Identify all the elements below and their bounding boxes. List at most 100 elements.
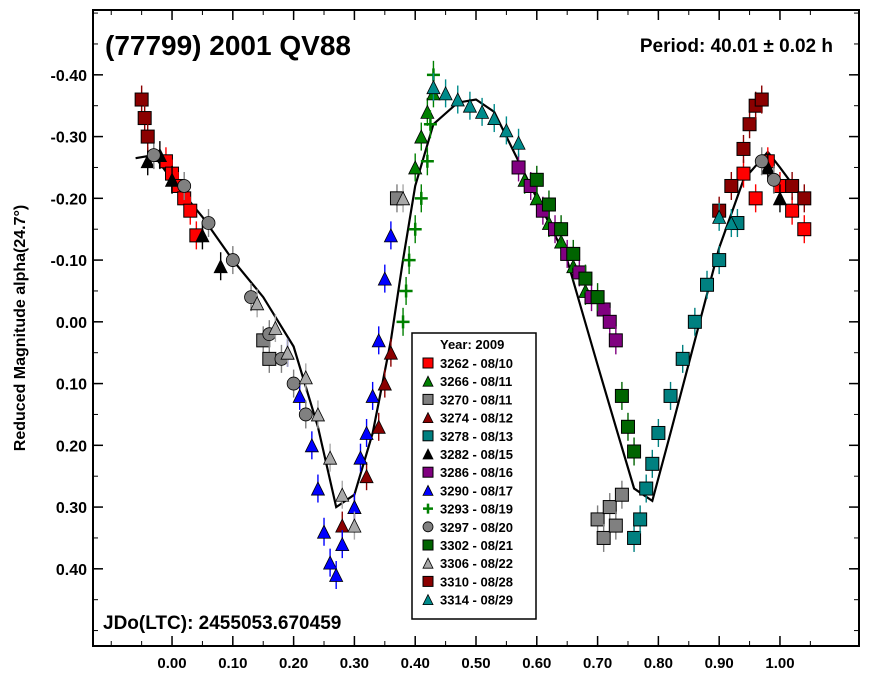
- data-point: [408, 160, 423, 175]
- data-point: [225, 253, 240, 267]
- data-point: [633, 512, 648, 527]
- legend-label: 3282 - 08/15: [440, 447, 513, 462]
- data-point: [298, 370, 313, 385]
- y-tick-label: 0.20: [56, 438, 87, 455]
- y-axis-label: Reduced Magnitude alpha(24.7°): [12, 205, 29, 451]
- data-point: [748, 191, 763, 206]
- legend-items: 3262 - 08/10 3266 - 08/11 3270 - 08/11 3274…: [422, 356, 513, 608]
- data-point: [249, 295, 265, 311]
- x-tick-label: 0.30: [340, 655, 369, 672]
- legend-marker: [422, 430, 434, 442]
- y-tick-label: 0.00: [56, 315, 87, 332]
- data-point: [511, 160, 526, 175]
- data-point: [377, 271, 392, 286]
- y-tick-label: 0.40: [56, 562, 87, 579]
- data-point: [596, 302, 611, 317]
- legend-marker: [422, 393, 434, 405]
- data-point: [712, 253, 727, 268]
- data-point: [420, 154, 434, 168]
- data-point: [724, 178, 739, 193]
- data-point: [639, 481, 654, 496]
- data-point: [316, 524, 332, 539]
- data-point: [304, 437, 320, 453]
- legend-marker: [422, 484, 434, 496]
- data-point: [785, 203, 800, 218]
- data-point: [590, 290, 605, 305]
- data-point: [322, 450, 338, 465]
- legend-marker: [422, 375, 434, 387]
- chart-title: (77799) 2001 QV88: [105, 30, 351, 61]
- data-point: [675, 351, 690, 366]
- legend-marker: [422, 521, 434, 533]
- series-3270: [256, 184, 629, 552]
- data-point: [627, 444, 642, 459]
- data-point: [164, 172, 180, 187]
- legend-label: 3297 - 08/20: [440, 520, 513, 535]
- data-point: [140, 129, 155, 144]
- data-point: [329, 567, 344, 582]
- y-tick-label: -0.10: [51, 253, 88, 270]
- data-point: [772, 190, 788, 206]
- x-tick-label: 0.00: [157, 655, 186, 672]
- data-point: [651, 425, 666, 440]
- legend-marker: [422, 593, 434, 605]
- data-point: [426, 79, 441, 95]
- series-3278: [627, 209, 745, 552]
- data-point: [578, 271, 593, 286]
- data-point: [201, 216, 216, 230]
- x-tick-label: 1.00: [765, 655, 794, 672]
- data-point: [414, 191, 428, 205]
- legend-marker: [422, 575, 434, 587]
- y-tick-label: 0.10: [56, 377, 87, 394]
- data-point: [627, 530, 642, 545]
- data-point: [137, 111, 152, 126]
- data-point: [663, 388, 678, 403]
- x-tick-label: 0.40: [401, 655, 430, 672]
- x-tick-label: 0.50: [461, 655, 490, 672]
- data-point: [347, 518, 362, 533]
- data-point: [797, 222, 812, 237]
- legend: Year: 2009 3262 - 08/10 3266 - 08/11 3270 …: [411, 332, 537, 620]
- legend-label: 3306 - 08/22: [440, 556, 513, 571]
- data-point: [377, 376, 392, 391]
- data-point: [335, 536, 350, 552]
- legend-label: 3262 - 08/10: [440, 356, 513, 371]
- data-point: [785, 178, 800, 193]
- data-point: [474, 104, 490, 119]
- data-point: [310, 481, 326, 496]
- data-point: [438, 85, 453, 101]
- data-point: [499, 123, 514, 138]
- legend-label: 3310 - 08/28: [440, 574, 513, 589]
- x-tick-label: 0.60: [522, 655, 551, 672]
- period-label: Period: 40.01 ± 0.02 h: [640, 36, 833, 57]
- data-point: [310, 407, 326, 422]
- data-point: [359, 425, 374, 440]
- data-point: [335, 487, 350, 502]
- data-point: [566, 246, 581, 261]
- legend-label: 3290 - 08/17: [440, 483, 513, 498]
- data-point: [614, 388, 629, 403]
- legend-label: 3278 - 08/13: [440, 429, 513, 444]
- data-point: [450, 92, 465, 107]
- data-point: [590, 512, 605, 527]
- epoch-label: JDo(LTC): 2455053.670459: [103, 613, 341, 634]
- data-point: [554, 222, 569, 237]
- data-point: [402, 253, 416, 267]
- data-point: [213, 258, 228, 274]
- data-point: [620, 419, 635, 434]
- x-tick-label: 0.90: [705, 655, 734, 672]
- data-point: [602, 314, 617, 329]
- legend-title: Year: 2009: [440, 337, 504, 352]
- data-point: [134, 92, 149, 107]
- data-point: [383, 227, 399, 243]
- data-point: [183, 203, 198, 218]
- legend-marker: [422, 411, 434, 424]
- y-tick-label: 0.30: [56, 500, 87, 517]
- data-point: [754, 154, 769, 169]
- data-point: [736, 166, 751, 181]
- series-3310: [134, 85, 812, 225]
- legend-label: 3293 - 08/19: [440, 502, 513, 517]
- legend-label: 3270 - 08/11: [440, 392, 512, 407]
- data-point: [322, 555, 338, 570]
- data-point: [614, 487, 629, 502]
